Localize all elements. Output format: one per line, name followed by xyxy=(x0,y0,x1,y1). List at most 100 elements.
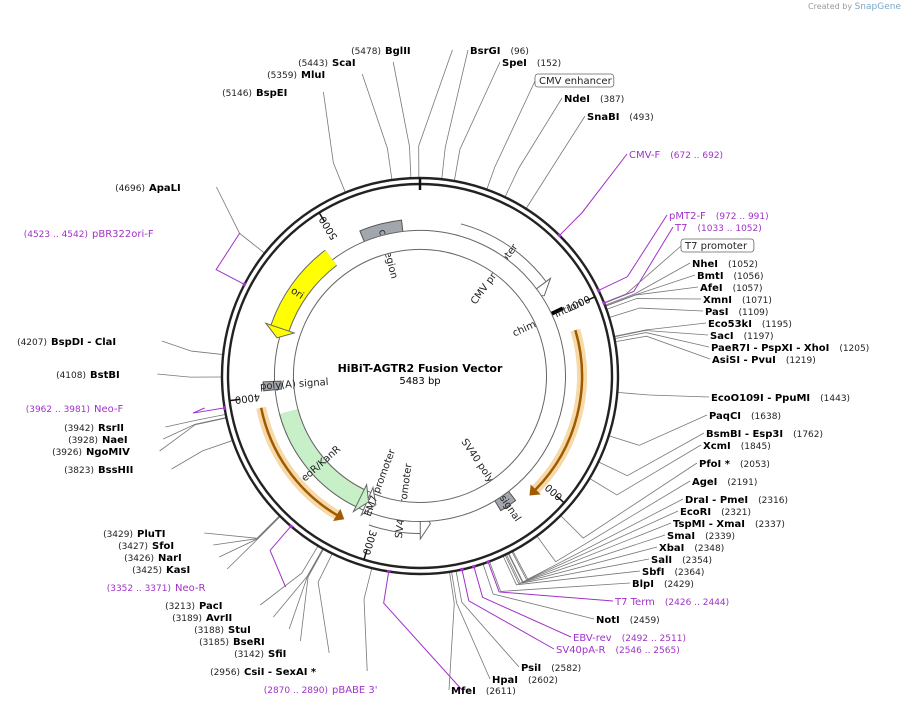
enzyme-label-spei[interactable]: SpeI (152) xyxy=(502,58,561,69)
site-name: MfeI xyxy=(451,686,476,697)
enzyme-label-bstbi[interactable]: (4108) BstBI xyxy=(56,370,120,381)
feature-ori[interactable]: ori xyxy=(264,249,338,339)
enzyme-label-pfoi[interactable]: PfoI * (2053) xyxy=(699,459,770,470)
site-name: Neo-R xyxy=(175,583,206,594)
leader-line xyxy=(604,262,691,306)
primer-binding-mark xyxy=(485,559,491,564)
enzyme-label-ngomiv[interactable]: (3926) NgoMIV xyxy=(52,447,130,458)
primer-label-neo-f[interactable]: (3962 .. 3981) Neo-F xyxy=(26,404,124,415)
enzyme-label-sbfi[interactable]: SbfI (2364) xyxy=(642,567,704,578)
primer-label-neo-r[interactable]: (3352 .. 3371) Neo-R xyxy=(107,583,206,594)
leader-line xyxy=(613,322,707,337)
site-position: (3426) xyxy=(124,554,154,564)
site-position: (3188) xyxy=(194,626,224,636)
enzyme-label-xmni[interactable]: XmnI (1071) xyxy=(703,295,772,306)
leader-line xyxy=(317,553,333,654)
enzyme-label-drai-pmei[interactable]: DraI - PmeI (2316) xyxy=(685,495,788,506)
site-position: (1638) xyxy=(751,412,781,422)
enzyme-label-bsshii[interactable]: (3823) BssHII xyxy=(64,465,133,476)
enzyme-label-blpi[interactable]: BlpI (2429) xyxy=(632,579,694,590)
leader-line xyxy=(504,554,650,585)
enzyme-label-psii[interactable]: PsiI (2582) xyxy=(521,663,581,674)
enzyme-label-bseri[interactable]: (3185) BseRI xyxy=(199,637,265,648)
site-position: (2426 .. 2444) xyxy=(665,598,729,608)
enzyme-label-kasi[interactable]: (3425) KasI xyxy=(132,565,190,576)
enzyme-label-nari[interactable]: (3426) NarI xyxy=(124,553,182,564)
site-position: (2321) xyxy=(721,508,751,518)
primer-label-pmt2-f[interactable]: pMT2-F (972 .. 991) xyxy=(669,211,769,222)
enzyme-label-eco53ki[interactable]: Eco53kI (1195) xyxy=(708,319,792,330)
primer-label-pbabe-3[interactable]: (2870 .. 2890) pBABE 3' xyxy=(264,685,378,696)
primer-label-t7-term[interactable]: T7 Term (2426 .. 2444) xyxy=(614,597,729,608)
leader-line xyxy=(219,515,281,558)
feature-neor-kanr[interactable]: NeoR/KanR xyxy=(279,408,370,513)
enzyme-label-ecoo109i-ppumi[interactable]: EcoO109I - PpuMI (1443) xyxy=(711,393,850,404)
site-name: XmnI xyxy=(703,295,732,306)
enzyme-label-afei[interactable]: AfeI (1057) xyxy=(700,283,763,294)
enzyme-label-apali[interactable]: (4696) ApaLI xyxy=(115,183,181,194)
enzyme-label-naei[interactable]: (3928) NaeI xyxy=(68,435,128,446)
boxed-label-t7-promoter[interactable]: T7 promoter xyxy=(680,238,755,253)
enzyme-label-asisi-pvui[interactable]: AsiSI - PvuI (1219) xyxy=(712,355,816,366)
primer-label-cmv-f[interactable]: CMV-F (672 .. 692) xyxy=(629,150,723,161)
primer-label-pbr322ori-f[interactable]: (4523 .. 4542) pBR322ori-F xyxy=(24,229,154,240)
site-name: BglII xyxy=(385,46,411,57)
feature-poly-a-signal[interactable]: poly(A) signal xyxy=(260,377,329,392)
enzyme-label-ecori[interactable]: EcoRI (2321) xyxy=(680,507,751,518)
enzyme-label-pluti[interactable]: (3429) PluTI xyxy=(103,529,165,540)
enzyme-label-xcmi[interactable]: XcmI (1845) xyxy=(703,441,771,452)
enzyme-label-hpai[interactable]: HpaI (2602) xyxy=(492,675,558,686)
enzyme-label-sali[interactable]: SalI (2354) xyxy=(651,555,712,566)
boxed-label-text: T7 promoter xyxy=(684,241,748,252)
boxed-label-cmv-enhancer[interactable]: CMV enhancer xyxy=(534,73,615,88)
site-name: CMV-F xyxy=(629,150,660,161)
enzyme-label-smai[interactable]: SmaI (2339) xyxy=(667,531,735,542)
enzyme-label-saci[interactable]: SacI (1197) xyxy=(710,331,774,342)
enzyme-label-agei[interactable]: AgeI (2191) xyxy=(692,477,757,488)
site-name: AvrII xyxy=(206,613,232,624)
enzyme-label-bsrgi[interactable]: BsrGI (96) xyxy=(470,46,529,57)
enzyme-label-noti[interactable]: NotI (2459) xyxy=(596,615,660,626)
enzyme-label-bglii[interactable]: (5478) BglII xyxy=(351,46,411,57)
site-name: SfoI xyxy=(152,541,174,552)
enzyme-label-tspmi-xmai[interactable]: TspMI - XmaI (2337) xyxy=(673,519,785,530)
primer-label-t7[interactable]: T7 (1033 .. 1052) xyxy=(674,223,762,234)
enzyme-label-sfoi[interactable]: (3427) SfoI xyxy=(118,541,174,552)
enzyme-label-xbai[interactable]: XbaI (2348) xyxy=(659,543,724,554)
site-name: BspEI xyxy=(256,88,287,99)
primer-label-ebv-rev[interactable]: EBV-rev (2492 .. 2511) xyxy=(573,633,686,644)
enzyme-label-stui[interactable]: (3188) StuI xyxy=(194,625,251,636)
enzyme-label-rsrii[interactable]: (3942) RsrII xyxy=(64,423,124,434)
enzyme-label-bmti[interactable]: BmtI (1056) xyxy=(697,271,763,282)
leader-line xyxy=(525,115,586,209)
site-name: BlpI xyxy=(632,579,654,590)
enzyme-label-ndei[interactable]: NdeI (387) xyxy=(564,94,624,105)
enzyme-label-snabi[interactable]: SnaBI (493) xyxy=(587,112,654,123)
enzyme-label-sfii[interactable]: (3142) SfiI xyxy=(234,649,286,660)
enzyme-label-mlui[interactable]: (5359) MluI xyxy=(267,70,325,81)
enzyme-label-avrii[interactable]: (3189) AvrII xyxy=(172,613,232,624)
enzyme-label-scai[interactable]: (5443) ScaI xyxy=(298,58,356,69)
enzyme-label-pasi[interactable]: PasI (1109) xyxy=(705,307,768,318)
enzyme-label-paci[interactable]: (3213) PacI xyxy=(165,601,222,612)
primer-binding-mark xyxy=(459,567,465,572)
enzyme-label-mfei[interactable]: MfeI (2611) xyxy=(451,686,516,697)
enzyme-label-nhei[interactable]: NheI (1052) xyxy=(692,259,758,270)
enzyme-label-paer7i-pspxi-xhoi[interactable]: PaeR7I - PspXI - XhoI (1205) xyxy=(711,343,869,354)
enzyme-label-bsmbi-esp3i[interactable]: BsmBI - Esp3I (1762) xyxy=(706,429,823,440)
feature-orf-3[interactable] xyxy=(529,328,587,496)
site-name: pBR322ori-F xyxy=(92,229,154,240)
site-position: (3425) xyxy=(132,566,162,576)
primer-label-sv40pa-r[interactable]: SV40pA-R (2546 .. 2565) xyxy=(556,645,680,656)
enzyme-label-bspdi-clai[interactable]: (4207) BspDI - ClaI xyxy=(17,337,116,348)
feature-orf-8[interactable] xyxy=(256,406,345,522)
enzyme-label-csii-sexai[interactable]: (2956) CsiI - SexAI * xyxy=(210,667,317,678)
site-position: (1109) xyxy=(738,308,768,318)
snapgene-credit: Created by SnapGene xyxy=(808,2,901,12)
site-position: (1057) xyxy=(733,284,763,294)
enzyme-label-bspei[interactable]: (5146) BspEI xyxy=(222,88,287,99)
site-name: DraI - PmeI xyxy=(685,495,748,506)
tick-mark-3000 xyxy=(363,549,368,560)
enzyme-label-paqci[interactable]: PaqCI (1638) xyxy=(709,411,781,422)
leader-line xyxy=(598,432,705,477)
